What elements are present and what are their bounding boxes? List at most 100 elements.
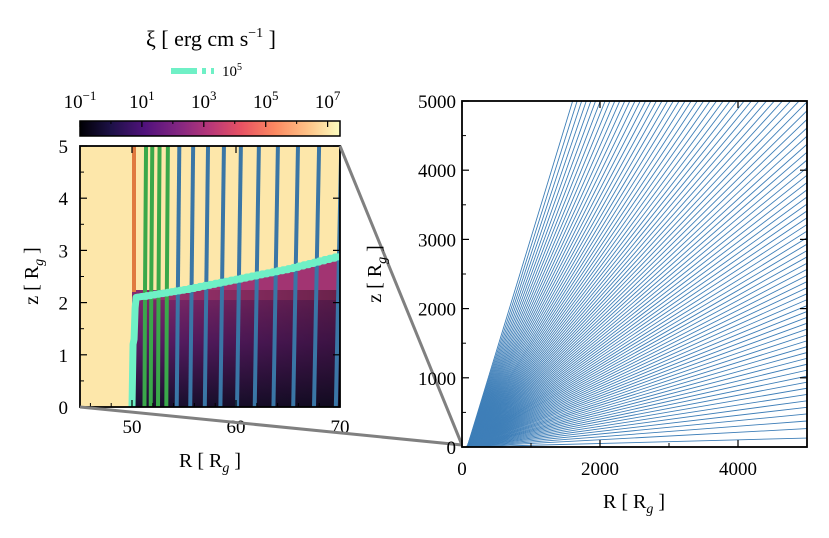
streamline <box>466 101 606 447</box>
colorbar-tick-label: 107 <box>315 88 341 113</box>
streamline <box>466 101 760 447</box>
streamline-green <box>164 146 170 407</box>
streamline <box>466 101 626 447</box>
streamline-blue <box>312 146 322 407</box>
zoom-connectors <box>79 145 464 447</box>
streamline <box>465 316 807 447</box>
streamline <box>466 101 692 447</box>
left-streamlines <box>142 146 340 407</box>
streamline <box>466 101 597 447</box>
right-xlabel: R [ Rg ] <box>603 491 665 517</box>
colorbar-tick-label: 101 <box>129 88 155 113</box>
streamline <box>466 101 731 447</box>
left-y-tick-label: 0 <box>59 398 69 419</box>
streamline <box>466 101 578 447</box>
streamline-green <box>156 146 162 407</box>
streamline <box>466 101 631 447</box>
left-y-tick-label: 3 <box>59 241 69 262</box>
streamline <box>466 101 647 447</box>
right-y-tick-label: 3000 <box>418 230 456 251</box>
heatmap-orange-strip <box>132 146 136 292</box>
streamline <box>466 101 616 447</box>
streamline <box>466 101 718 447</box>
streamline <box>466 101 738 447</box>
right-streamlines <box>465 101 807 447</box>
streamline <box>466 101 663 447</box>
streamline <box>466 101 752 447</box>
colorbar-tick-label: 103 <box>191 88 217 113</box>
streamline <box>466 101 792 447</box>
streamline <box>465 287 807 447</box>
streamline <box>465 275 807 447</box>
streamline-green <box>142 146 149 407</box>
colorbar-tick-label: 10−1 <box>64 88 97 113</box>
streamline-blue <box>202 146 211 407</box>
streamline <box>465 352 807 447</box>
left-y-tick-label: 1 <box>59 346 69 367</box>
streamline <box>466 143 807 447</box>
right-y-tick-label: 2000 <box>418 300 456 321</box>
streamline-green <box>148 146 155 407</box>
streamline <box>466 101 611 447</box>
streamline <box>465 357 807 447</box>
streamline <box>466 101 574 447</box>
streamline <box>466 101 657 447</box>
streamline <box>466 101 583 447</box>
streamline <box>466 101 711 447</box>
left-xlabel: R [ Rg ] <box>179 450 241 476</box>
streamline-blue <box>333 146 340 407</box>
streamline <box>465 203 807 447</box>
streamline <box>465 406 807 447</box>
streamline <box>465 369 807 447</box>
streamline <box>466 101 745 447</box>
streamline <box>466 101 674 447</box>
streamline <box>465 400 807 447</box>
zoom-connector-top <box>338 145 464 446</box>
colorbar-tick-labels: 10−1 101 103 105 107 <box>64 88 341 113</box>
streamline <box>465 322 807 447</box>
streamline <box>466 101 807 447</box>
streamline <box>466 101 800 447</box>
streamline-blue <box>291 146 300 407</box>
streamline <box>466 101 705 447</box>
streamline <box>465 375 807 447</box>
right-y-tick-label: 5000 <box>418 92 456 113</box>
streamline <box>466 101 636 447</box>
streamline <box>465 281 807 447</box>
streamline <box>465 196 807 447</box>
colorbar-tick-label: 105 <box>253 88 279 113</box>
streamline <box>465 268 807 447</box>
right-y-tick-label: 4000 <box>418 161 456 182</box>
streamline <box>466 101 592 447</box>
left-x-tick-label: 50 <box>123 417 142 438</box>
streamline <box>465 167 807 447</box>
streamline-blue <box>218 146 226 407</box>
ionization-front <box>128 253 340 407</box>
streamline <box>466 127 807 447</box>
streamline <box>466 101 601 447</box>
streamline <box>466 110 807 447</box>
left-y-tick-label: 2 <box>59 294 69 315</box>
streamline <box>465 181 807 447</box>
streamline <box>465 250 807 447</box>
left-y-tick-label: 5 <box>59 137 69 158</box>
streamline <box>466 151 807 447</box>
left-y-tick-label: 4 <box>59 189 69 210</box>
streamline <box>465 334 807 447</box>
streamline <box>465 437 807 447</box>
streamline <box>466 101 768 447</box>
streamline <box>466 101 686 447</box>
right-axis-ticks: 0 2000 4000 0 1000 2000 3000 4000 5000 <box>418 92 807 480</box>
streamline <box>466 101 698 447</box>
streamline-blue <box>174 146 182 407</box>
streamline <box>465 189 807 447</box>
right-x-tick-label: 4000 <box>719 459 757 480</box>
streamline <box>466 101 587 447</box>
streamline <box>465 262 807 447</box>
streamline <box>465 210 807 447</box>
right-y-tick-label: 1000 <box>418 369 456 390</box>
colorbar: ξ [ erg cm s−1 ] 105 10−1 101 103 105 107 <box>64 26 341 137</box>
streamline <box>466 135 807 447</box>
